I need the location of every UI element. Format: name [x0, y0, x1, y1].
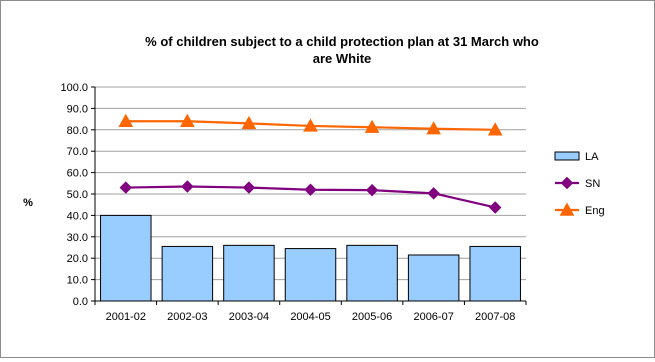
point-sn	[489, 201, 502, 214]
point-eng	[118, 113, 134, 127]
legend-label-sn: SN	[585, 178, 600, 190]
point-eng	[180, 113, 195, 127]
legend-label-la: LA	[585, 151, 599, 163]
y-tick-label: 40.0	[67, 210, 88, 222]
legend-marker-eng	[559, 202, 575, 216]
chart-title-line-2: are White	[313, 51, 372, 66]
x-tick-label: 2001-02	[106, 311, 146, 323]
y-tick-label: 70.0	[67, 146, 88, 158]
y-axis-label: %	[23, 197, 33, 209]
chart-title-line-1: % of children subject to a child protect…	[145, 34, 539, 49]
legend-swatch-la	[554, 151, 580, 161]
bar-la	[100, 214, 152, 302]
y-tick-label: 10.0	[67, 275, 88, 287]
bar-la	[346, 244, 398, 302]
y-tick-label: 90.0	[67, 103, 88, 115]
y-tick-label: 50.0	[67, 189, 88, 201]
point-eng	[426, 121, 441, 135]
point-eng	[241, 115, 257, 130]
y-tick-label: 100.0	[60, 82, 88, 94]
x-tick-label: 2005-06	[352, 311, 392, 323]
point-sn	[181, 180, 194, 193]
chart-title: % of children subject to a child protect…	[145, 34, 539, 66]
y-tick-label: 30.0	[67, 232, 88, 244]
plot-area: 0.0 10.0 20.0 30.0 40.0 50.0 60.0 70.0 80.0 90.0 1…	[60, 82, 527, 323]
point-sn	[304, 183, 317, 196]
x-tick-label: 2004-05	[290, 311, 330, 323]
point-sn	[427, 187, 440, 200]
point-eng	[303, 118, 318, 132]
bar-la	[161, 245, 214, 302]
point-eng	[487, 122, 503, 136]
point-sn	[119, 181, 132, 194]
bar-la	[284, 248, 337, 302]
x-tick-label: 2006-07	[413, 311, 453, 323]
y-tick-label: 60.0	[67, 168, 88, 180]
legend: LA SN Eng	[554, 151, 605, 217]
x-tick-label: 2003-04	[229, 311, 269, 323]
x-tick-label: 2002-03	[167, 311, 207, 323]
bar-la	[223, 244, 275, 302]
x-tick-label: 2007-08	[475, 311, 515, 323]
bar-la	[469, 245, 521, 302]
point-sn	[242, 181, 256, 194]
point-sn	[365, 183, 379, 197]
y-tick-label: 20.0	[67, 253, 88, 265]
bar-la	[407, 254, 460, 302]
y-tick-label: 80.0	[67, 125, 88, 137]
legend-label-eng: Eng	[585, 205, 605, 217]
y-tick-label: 0.0	[73, 296, 88, 308]
point-eng	[364, 119, 380, 133]
legend-marker-sn	[560, 176, 574, 190]
